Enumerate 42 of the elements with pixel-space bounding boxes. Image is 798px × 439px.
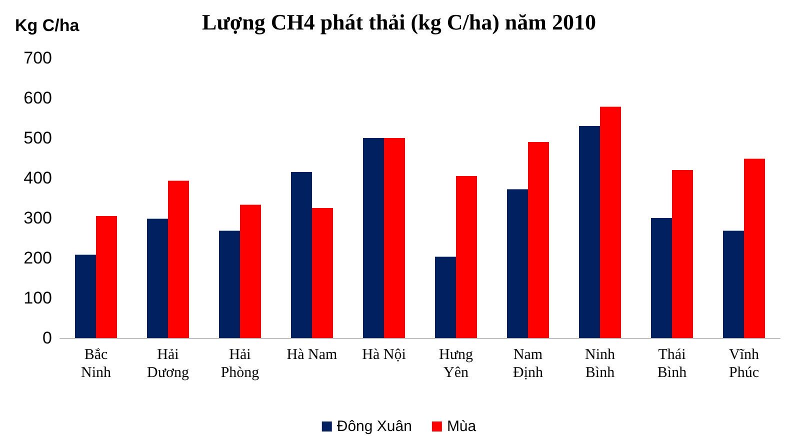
y-tick-label: 100: [24, 288, 52, 308]
y-tick-label: 700: [24, 48, 52, 68]
bar: [363, 138, 384, 338]
bar: [744, 158, 765, 338]
bar: [219, 230, 240, 338]
x-tick-label: Hải Phòng: [220, 347, 260, 381]
y-axis-title: Kg C/ha: [15, 16, 80, 35]
legend-label: Đông Xuân: [336, 418, 412, 435]
x-tick-label: Hà Nam: [286, 347, 338, 363]
bar: [312, 208, 333, 338]
bar: [672, 170, 693, 338]
x-tick-label: Nam Định: [513, 347, 544, 381]
y-tick-label: 500: [24, 128, 52, 148]
y-tick-label: 200: [24, 248, 52, 268]
bar: [600, 106, 621, 338]
bar: [435, 256, 456, 338]
bar: [168, 180, 189, 338]
bar: [96, 216, 117, 338]
y-tick-label: 300: [24, 208, 52, 228]
bar: [240, 204, 261, 338]
y-tick-label: 600: [24, 88, 52, 108]
x-tick-label: Vĩnh Phúc: [729, 347, 760, 381]
bar: [651, 218, 672, 338]
x-tick-label: Ninh Bình: [585, 347, 616, 381]
bar: [147, 218, 168, 338]
chart-title: Lượng CH4 phát thải (kg C/ha) năm 2010: [202, 10, 596, 34]
bar: [384, 138, 405, 338]
bar: [291, 172, 312, 338]
bar: [528, 142, 549, 338]
x-tick-label: Hải Dương: [147, 347, 190, 381]
bar: [507, 189, 528, 338]
x-tick-label: Bắc Ninh: [81, 347, 112, 381]
bar: [75, 254, 96, 338]
x-tick-label: Hà Nội: [362, 347, 406, 363]
x-tick-label: Thái Bình: [657, 347, 688, 381]
bar: [579, 126, 600, 338]
bar: [723, 230, 744, 338]
legend-label: Mùa: [446, 418, 477, 435]
y-tick-label: 400: [24, 168, 52, 188]
x-tick-label: Hưng Yên: [439, 347, 474, 381]
bar: [456, 176, 477, 338]
y-tick-label: 0: [42, 328, 52, 348]
